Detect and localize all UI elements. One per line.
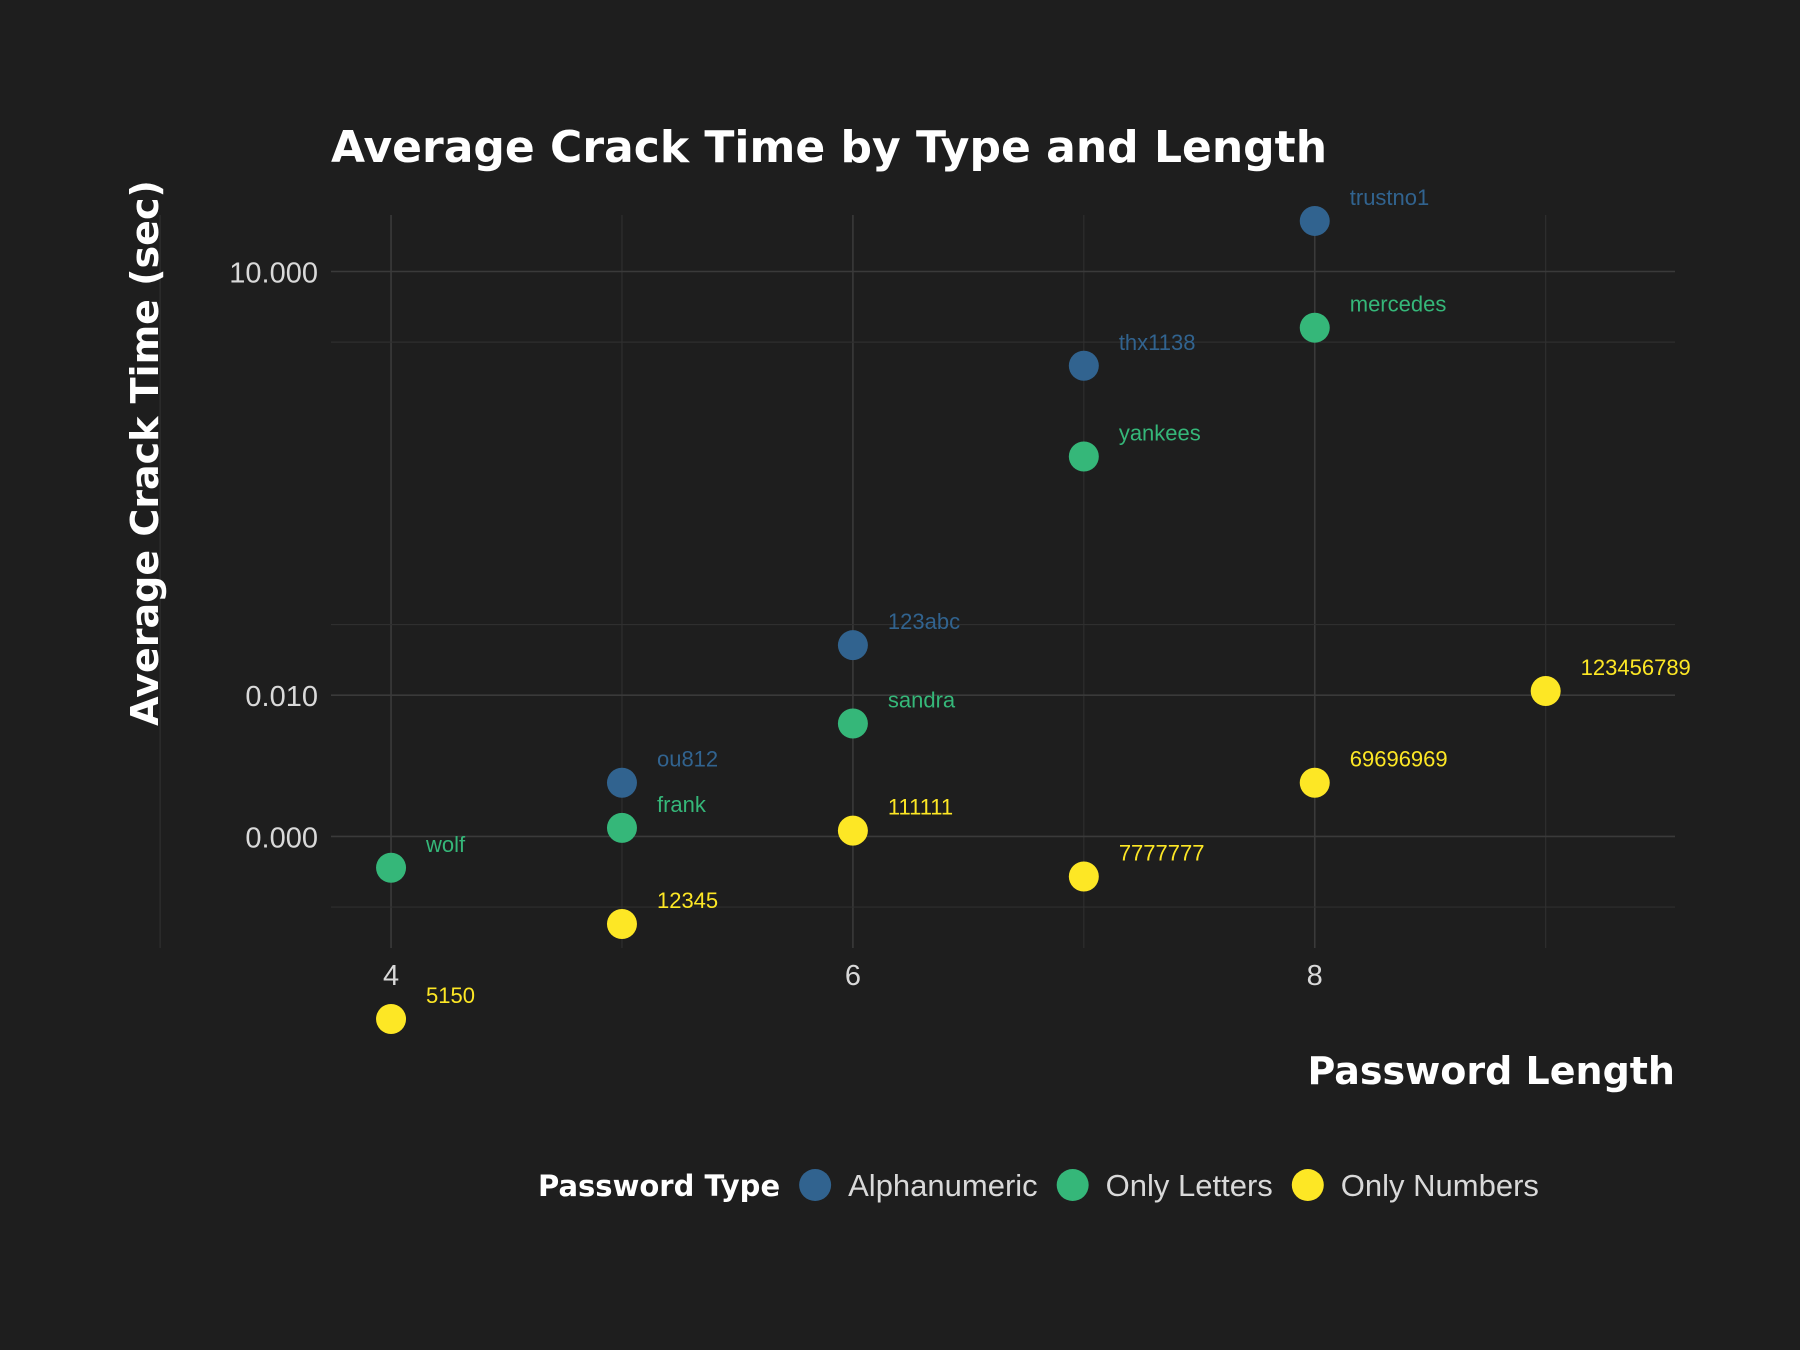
data-point: [1299, 312, 1330, 343]
data-point: [606, 812, 637, 843]
data-point: [1068, 441, 1099, 472]
legend-key: [1056, 1169, 1089, 1201]
y-tick-label: 0.010: [245, 681, 318, 713]
x-axis-title: Password Length: [1307, 1049, 1675, 1093]
data-point: [837, 708, 868, 739]
data-point: [837, 815, 868, 846]
point-label: 7777777: [1119, 841, 1205, 866]
point-label: 12345: [657, 888, 718, 913]
point-label: wolf: [425, 832, 466, 857]
x-tick-label: 6: [845, 960, 861, 992]
data-point: [1299, 205, 1330, 236]
legend-label: Alphanumeric: [848, 1168, 1038, 1203]
x-tick-label: 8: [1307, 960, 1323, 992]
y-tick-label: 10.000: [229, 257, 318, 289]
x-axis-ticks: 4 6 8: [383, 960, 1323, 992]
data-point: [1299, 767, 1330, 798]
point-label: yankees: [1119, 420, 1201, 445]
point-label: 5150: [426, 983, 475, 1008]
data-points: ou812 123abc thx1138 trustno1 wolf frank sandr…: [376, 185, 1691, 1034]
data-point: [1068, 861, 1099, 892]
legend-key: [1291, 1169, 1324, 1201]
point-label: frank: [657, 792, 707, 817]
gridlines: [159, 215, 1675, 948]
point-label: sandra: [888, 688, 956, 713]
x-tick-label: 4: [383, 960, 399, 992]
data-point: [606, 908, 637, 939]
point-label: mercedes: [1350, 292, 1447, 317]
point-label: 69696969: [1350, 747, 1448, 772]
legend: Password Type Alphanumeric Only Letters On…: [538, 1168, 1539, 1203]
point-label: thx1138: [1119, 330, 1196, 355]
data-point: [376, 852, 407, 883]
legend-title: Password Type: [538, 1169, 780, 1203]
y-tick-label: 0.000: [245, 822, 318, 854]
data-point: [837, 630, 868, 661]
y-axis-title: Average Crack Time (sec): [123, 180, 167, 726]
legend-label: Only Numbers: [1341, 1168, 1539, 1203]
point-label: 123abc: [888, 609, 960, 634]
point-label: ou812: [657, 747, 718, 772]
chart-title: Average Crack Time by Type and Length: [331, 122, 1327, 173]
legend-key: [799, 1169, 832, 1201]
data-point: [1530, 676, 1561, 707]
point-label: trustno1: [1350, 185, 1430, 210]
legend-label: Only Letters: [1106, 1168, 1273, 1203]
point-label: 123456789: [1581, 655, 1691, 680]
data-point: [606, 767, 637, 798]
point-label: 111111: [888, 795, 953, 820]
data-point: [376, 1003, 407, 1034]
y-axis-ticks: 0.000 0.010 10.000: [229, 257, 318, 854]
data-point: [1068, 350, 1099, 381]
